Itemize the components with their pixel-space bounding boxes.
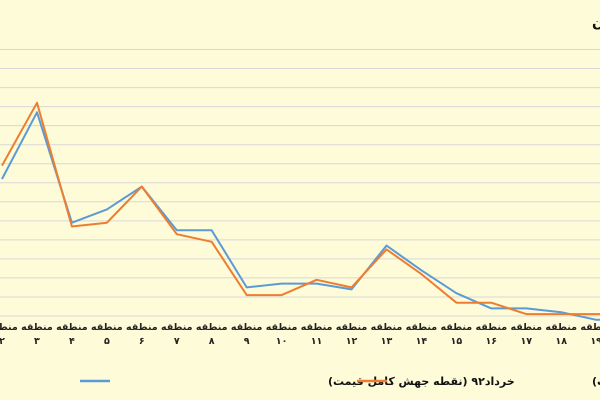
x-tick-label-word: منطقه — [91, 322, 123, 333]
x-tick-label-word: منطقه — [231, 322, 263, 333]
x-axis-tick-labels: منطقه ۲ منطقه ۳ منطقه ۴ منطقه ۵ منطقه ۶ منطقه ۷ منطق… — [0, 322, 600, 347]
gridlines — [0, 49, 600, 317]
x-tick-label-word: منطقه — [196, 322, 228, 333]
x-tick-label-number: ۵ — [104, 336, 110, 347]
x-tick-label-word: منطقه — [0, 322, 18, 333]
x-tick-label-word: منطقه — [545, 322, 577, 333]
x-tick-label-number: ۷ — [174, 336, 180, 347]
x-tick-label-word: منطقه — [266, 322, 298, 333]
series-line-1 — [1, 111, 600, 321]
x-tick-label-word: منطقه — [510, 322, 542, 333]
x-tick-label-number: ۱۹ — [590, 336, 600, 347]
x-tick-label-number: ۱۵ — [451, 336, 463, 347]
x-tick-label-word: منطقه — [580, 322, 600, 333]
x-tick-label-word: منطقه — [21, 322, 53, 333]
series-lines — [1, 101, 600, 321]
x-tick-label-word: منطقه — [371, 322, 403, 333]
x-tick-label-number: ۲ — [0, 336, 5, 347]
x-tick-label-number: ۹ — [244, 336, 250, 347]
x-tick-label-number: ۸ — [209, 336, 215, 347]
x-tick-label-number: ۶ — [139, 336, 145, 347]
x-tick-label-number: ۱۴ — [416, 336, 428, 347]
x-tick-label-word: منطقه — [56, 322, 88, 333]
legend-label-series-1: خرداد۹۲ (نقطه جهش کامل قیمت) — [328, 375, 515, 388]
x-tick-label-number: ۳ — [34, 336, 40, 347]
x-tick-label-word: منطقه — [406, 322, 438, 333]
x-tick-label-word: منطقه — [441, 322, 473, 333]
x-tick-label-word: منطقه — [301, 322, 333, 333]
x-tick-label-number: ۱۶ — [485, 336, 497, 347]
x-tick-label-word: منطقه — [126, 322, 158, 333]
x-tick-label-number: ۱۳ — [381, 336, 393, 347]
x-tick-label-number: ۱۲ — [346, 336, 358, 347]
chart-title: متوسط قیمت مسکن مناطق ۲۲گانه تهران در دو… — [592, 14, 600, 31]
legend: خرداد۹۲ (نقطه جهش کامل قیمت) مرداد ۹۴(پا… — [80, 375, 600, 388]
series-line-2 — [1, 101, 600, 316]
x-tick-label-word: منطقه — [336, 322, 368, 333]
x-tick-label-word: منطقه — [161, 322, 193, 333]
x-tick-label-number: ۱۸ — [555, 336, 567, 347]
x-tick-label-number: ۴ — [69, 336, 75, 347]
x-tick-label-number: ۱۰ — [276, 336, 288, 347]
x-tick-label-number: ۱۱ — [311, 336, 323, 347]
legend-label-series-2: مرداد ۹۴(پایین ترین قیمت) — [592, 375, 600, 388]
x-tick-label-word: منطقه — [475, 322, 507, 333]
x-tick-label-number: ۱۷ — [520, 336, 532, 347]
